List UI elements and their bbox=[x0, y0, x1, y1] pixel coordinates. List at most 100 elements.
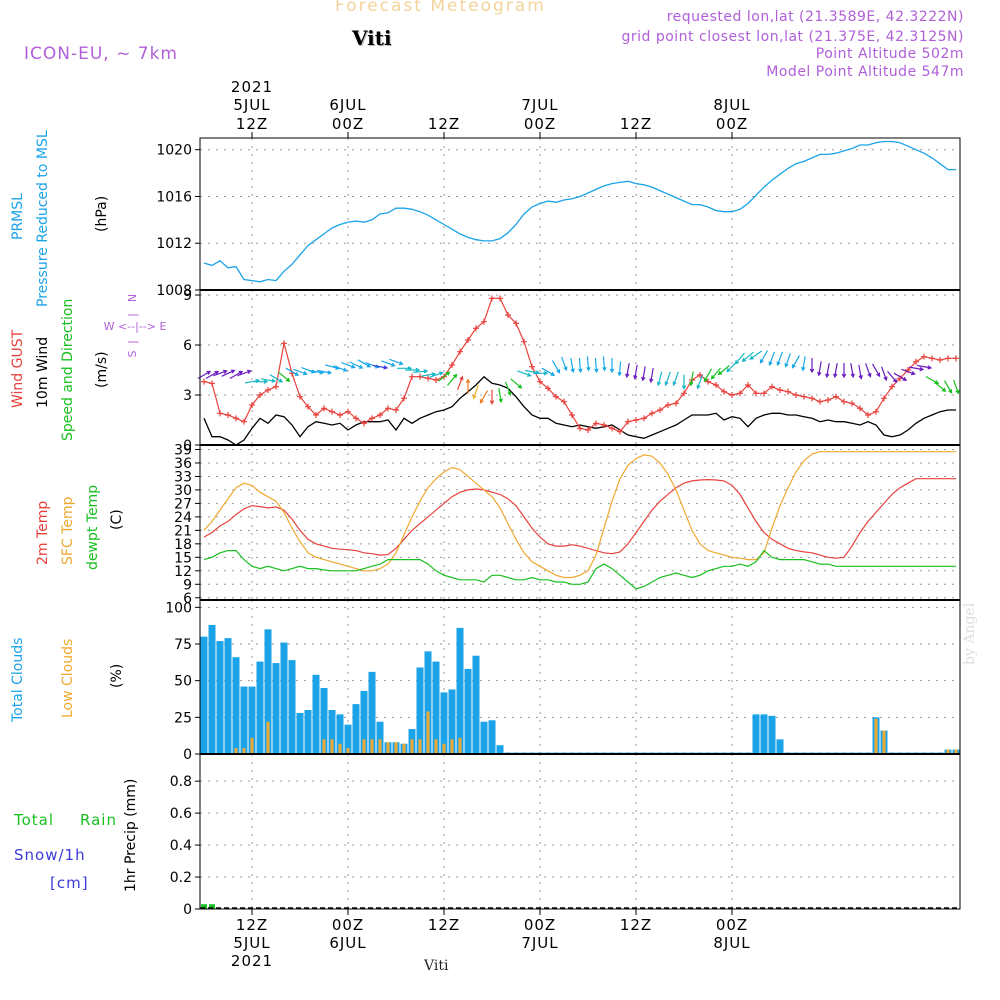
wind-gust-marker bbox=[537, 378, 543, 385]
wind-direction-arrow bbox=[372, 364, 389, 370]
wind-gust-marker bbox=[417, 373, 423, 380]
wind-gust-marker bbox=[361, 420, 367, 427]
wind-gust-marker bbox=[593, 420, 599, 427]
wind-speed-line bbox=[203, 375, 956, 446]
wind-direction-arrow bbox=[801, 356, 806, 372]
wind-direction-arrow bbox=[341, 362, 356, 369]
y-tick-label: 0.4 bbox=[170, 838, 192, 854]
y-tick-label: 36 bbox=[174, 456, 192, 472]
y-tick-label: 1016 bbox=[156, 189, 192, 205]
total-cloud-bar bbox=[296, 712, 304, 754]
total-cloud-bar bbox=[272, 663, 280, 754]
wind-gust-marker bbox=[609, 425, 615, 432]
wind-direction-arrow bbox=[649, 367, 654, 384]
wind-direction-arrow bbox=[934, 381, 947, 393]
y-tick-label: 0 bbox=[183, 438, 192, 454]
total-cloud-bar bbox=[280, 642, 288, 754]
y-tick-label: 1008 bbox=[156, 283, 192, 299]
panel-frame bbox=[199, 753, 961, 910]
low-cloud-bar bbox=[370, 739, 374, 754]
total-cloud-bar bbox=[224, 638, 232, 754]
top-hour-label: 00Z bbox=[524, 115, 556, 133]
wind-direction-arrow bbox=[420, 372, 437, 377]
compass-we: W <--|--> E bbox=[104, 320, 167, 333]
low-cloud-bar bbox=[442, 743, 446, 754]
wind-gust-marker bbox=[529, 363, 535, 370]
temp2m-label: 2m Temp bbox=[35, 501, 51, 565]
total-cloud-bar bbox=[416, 667, 424, 754]
wind-gust-marker bbox=[345, 408, 351, 415]
y-tick-label: 0.6 bbox=[170, 806, 192, 822]
wind-gust-marker bbox=[313, 412, 319, 418]
wind-gust-marker bbox=[913, 358, 919, 365]
wind-direction-arrow bbox=[641, 366, 646, 382]
cloud-unit-label: (%) bbox=[109, 664, 125, 688]
pressure-line bbox=[203, 140, 956, 283]
wind-direction-arrow bbox=[841, 363, 847, 379]
wind-gust-marker bbox=[233, 415, 239, 422]
wind-gust-marker bbox=[393, 407, 399, 413]
y-tick-label: 21 bbox=[174, 523, 192, 539]
wind-direction-arrow bbox=[205, 370, 220, 380]
y-tick-label: 24 bbox=[174, 510, 192, 526]
wind-gust-marker bbox=[937, 357, 943, 363]
bottom-hour-label: 00Z bbox=[716, 916, 748, 934]
top-day-label: 7JUL bbox=[521, 96, 558, 114]
wind-gust-marker bbox=[673, 400, 679, 407]
wind-gust-marker bbox=[713, 382, 719, 388]
wind-gust-marker bbox=[521, 338, 527, 345]
dewpt-label: dewpt Temp bbox=[85, 485, 101, 570]
total-cloud-bar bbox=[208, 624, 216, 754]
low-cloud-bar bbox=[946, 749, 950, 754]
bottom-hour-label: 00Z bbox=[332, 916, 364, 934]
wind-gust-marker bbox=[681, 390, 687, 397]
wind-gust-marker bbox=[929, 355, 935, 362]
snow-unit-label: [cm] bbox=[50, 874, 89, 892]
wind-direction-arrow bbox=[465, 378, 471, 394]
total-cloud-bar bbox=[472, 655, 480, 754]
top-day-label: 8JUL bbox=[713, 96, 750, 114]
wind-direction-arrow bbox=[253, 379, 269, 384]
wind-gust-marker bbox=[801, 393, 807, 400]
wind-direction-arrow bbox=[664, 371, 671, 387]
temp-line bbox=[203, 549, 956, 590]
total-cloud-bar bbox=[760, 714, 768, 754]
wind-direction-arrow bbox=[447, 373, 458, 386]
wind-direction-arrow bbox=[412, 369, 429, 374]
total-cloud-bar bbox=[264, 629, 272, 754]
rain-bar bbox=[209, 904, 215, 909]
total-cloud-bar bbox=[240, 686, 248, 754]
low-cloud-bar bbox=[882, 730, 886, 754]
wind-direction-arrow bbox=[825, 362, 830, 379]
wind-gust-marker bbox=[817, 398, 823, 405]
total-clouds-label: Total Clouds bbox=[10, 638, 26, 723]
wind-gust-marker bbox=[705, 378, 711, 385]
wind-gust-marker bbox=[625, 418, 631, 425]
wind-gust-marker bbox=[745, 382, 751, 388]
y-tick-label: 6 bbox=[183, 591, 192, 607]
wind-gust-marker bbox=[641, 415, 647, 422]
wind-direction-arrow bbox=[278, 371, 291, 383]
wind-direction-arrow bbox=[333, 365, 348, 372]
wind-direction-arrow bbox=[817, 361, 822, 377]
low-cloud-bar bbox=[458, 737, 462, 754]
low-cloud-bar bbox=[234, 748, 238, 754]
low-cloud-bar bbox=[954, 749, 958, 754]
snow-label: Snow/1h bbox=[14, 846, 86, 864]
wind-gust-marker bbox=[793, 392, 799, 398]
wind-gust-marker bbox=[297, 393, 303, 400]
wind-direction-arrow bbox=[285, 367, 300, 376]
wind-direction-arrow bbox=[734, 352, 745, 365]
wind-gust-marker bbox=[305, 403, 311, 410]
wind-gust-marker bbox=[225, 412, 231, 418]
wind-gust-marker bbox=[889, 383, 895, 390]
wind-gust-marker bbox=[617, 428, 623, 435]
total-cloud-bar bbox=[480, 721, 488, 754]
wind-direction-arrow bbox=[316, 369, 333, 375]
wind-direction-arrow bbox=[578, 357, 583, 374]
wind-direction-arrow bbox=[633, 364, 638, 380]
wind-direction-arrow bbox=[349, 361, 364, 369]
bottom-hour-label: 00Z bbox=[524, 916, 556, 934]
total-cloud-bar bbox=[360, 690, 368, 754]
